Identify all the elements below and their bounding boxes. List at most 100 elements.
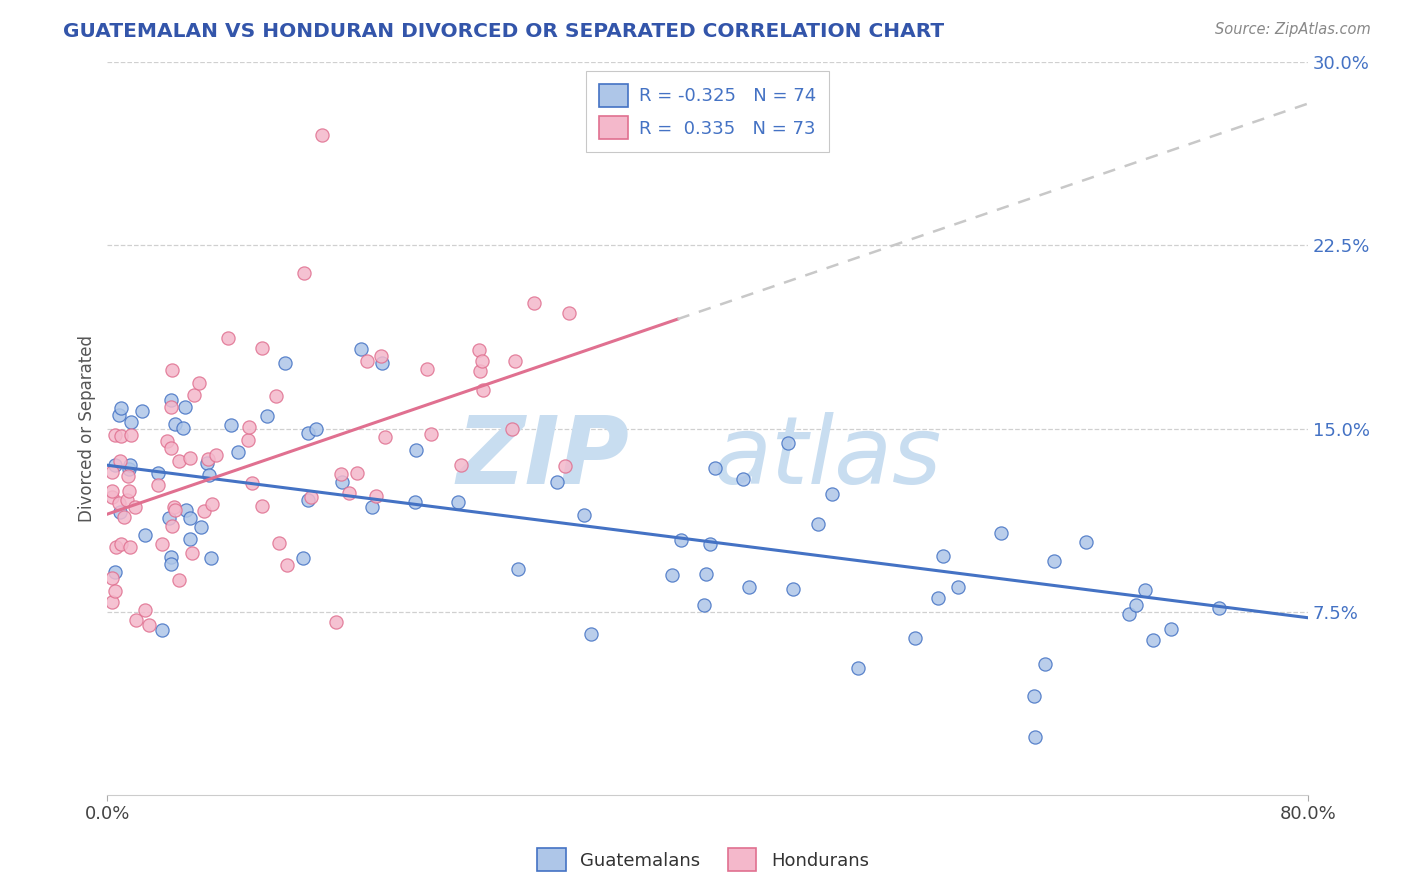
Text: atlas: atlas <box>713 412 942 503</box>
Point <box>162 363 184 377</box>
Point <box>107 496 129 510</box>
Point <box>160 392 183 407</box>
Point <box>1076 534 1098 549</box>
Point <box>297 425 319 440</box>
Point <box>332 475 354 490</box>
Point <box>110 429 132 443</box>
Point <box>120 427 142 442</box>
Point <box>1024 730 1046 744</box>
Point <box>195 456 218 470</box>
Point <box>821 486 844 500</box>
Point <box>731 472 754 486</box>
Point <box>101 595 124 609</box>
Point <box>405 442 427 457</box>
Point <box>693 598 716 612</box>
Point <box>503 353 526 368</box>
Text: Source: ZipAtlas.com: Source: ZipAtlas.com <box>1215 22 1371 37</box>
Point <box>125 613 148 627</box>
Point <box>131 404 153 418</box>
Point <box>179 450 201 465</box>
Point <box>546 475 568 490</box>
Point <box>1125 599 1147 613</box>
Point <box>776 436 799 450</box>
Point <box>104 584 127 599</box>
Point <box>370 350 392 364</box>
Point <box>179 532 201 546</box>
Point <box>107 408 129 422</box>
Point <box>252 499 274 513</box>
Point <box>1043 554 1066 568</box>
Point <box>1160 622 1182 636</box>
Point <box>167 454 190 468</box>
Point <box>291 551 314 566</box>
Point <box>1118 607 1140 621</box>
Point <box>108 505 131 519</box>
Point <box>115 493 138 508</box>
Point <box>990 526 1012 541</box>
Point <box>197 467 219 482</box>
Point <box>256 409 278 424</box>
Point <box>704 460 727 475</box>
Point <box>276 558 298 573</box>
Point <box>695 567 717 582</box>
Point <box>1208 600 1230 615</box>
Point <box>236 433 259 447</box>
Point <box>350 342 373 356</box>
Point <box>404 495 426 509</box>
Point <box>226 445 249 459</box>
Point <box>179 511 201 525</box>
Point <box>187 376 209 391</box>
Point <box>112 510 135 524</box>
Point <box>927 591 949 606</box>
Point <box>190 520 212 534</box>
Point <box>101 491 124 505</box>
Point <box>104 428 127 442</box>
Point <box>117 468 139 483</box>
Point <box>472 384 495 398</box>
Point <box>174 502 197 516</box>
Point <box>1142 632 1164 647</box>
Point <box>146 478 169 492</box>
Point <box>167 573 190 587</box>
Point <box>172 420 194 434</box>
Point <box>264 389 287 403</box>
Point <box>152 536 174 550</box>
Point <box>305 422 328 436</box>
Point <box>337 486 360 500</box>
Point <box>219 418 242 433</box>
Point <box>297 492 319 507</box>
Point <box>155 434 177 448</box>
Point <box>134 528 156 542</box>
Point <box>416 362 439 376</box>
Point <box>120 458 142 472</box>
Point <box>160 401 183 415</box>
Point <box>371 356 394 370</box>
Point <box>173 400 195 414</box>
Point <box>118 461 141 475</box>
Point <box>193 504 215 518</box>
Point <box>311 128 333 143</box>
Point <box>273 356 295 370</box>
Point <box>134 603 156 617</box>
Point <box>238 420 260 434</box>
Point <box>346 466 368 480</box>
Point <box>292 266 315 280</box>
Text: GUATEMALAN VS HONDURAN DIVORCED OR SEPARATED CORRELATION CHART: GUATEMALAN VS HONDURAN DIVORCED OR SEPAR… <box>63 22 945 41</box>
Point <box>846 661 869 675</box>
Point <box>374 430 396 444</box>
Point <box>420 427 443 442</box>
Point <box>523 296 546 310</box>
Point <box>180 546 202 560</box>
Point <box>120 540 142 554</box>
Point <box>110 401 132 415</box>
Point <box>737 580 759 594</box>
Point <box>146 467 169 481</box>
Point <box>904 631 927 645</box>
Legend: R = -0.325   N = 74, R =  0.335   N = 73: R = -0.325 N = 74, R = 0.335 N = 73 <box>586 71 828 152</box>
Point <box>948 580 970 594</box>
Point <box>468 364 491 378</box>
Point <box>104 565 127 579</box>
Point <box>447 494 470 508</box>
Point <box>581 627 603 641</box>
Point <box>110 537 132 551</box>
